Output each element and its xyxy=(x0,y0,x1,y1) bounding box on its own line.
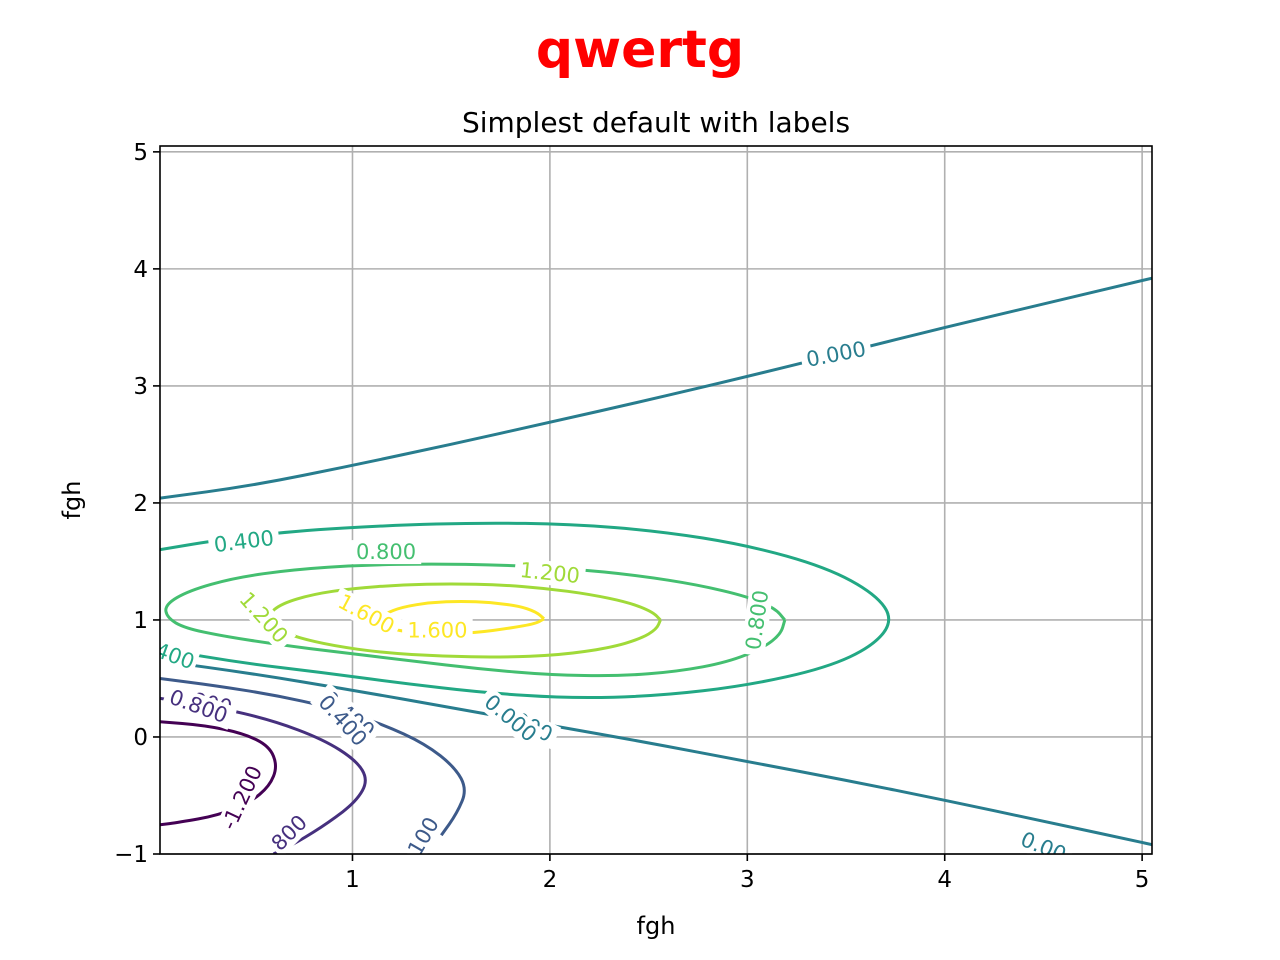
y-tick-label: 1 xyxy=(133,608,148,634)
contour-label-text: 1.600 xyxy=(334,589,398,638)
contour-label: 1.200 xyxy=(513,557,587,589)
x-tick-label: 1 xyxy=(345,867,360,893)
contour-label: 0.400 xyxy=(207,525,281,558)
contour-label-gap xyxy=(799,335,873,373)
contour-label: 800 xyxy=(264,808,314,854)
contour-label: 0.800 xyxy=(740,583,774,657)
y-tick-label: 3 xyxy=(133,374,148,400)
contour-label-text: 0.400 xyxy=(213,526,276,557)
contour-label-gap xyxy=(513,557,587,589)
contour-line xyxy=(164,562,787,678)
contour-label-gap xyxy=(161,683,236,730)
contour-label-text: 1.200 xyxy=(519,558,581,588)
contour-line xyxy=(268,582,662,659)
x-tick-label: 5 xyxy=(1135,867,1150,893)
contour-label-gap xyxy=(402,618,473,643)
contour-line xyxy=(160,521,891,700)
x-tick-label: 4 xyxy=(937,867,952,893)
contour-label-text: -1.200 xyxy=(217,762,267,834)
x-tick-label: 3 xyxy=(740,867,755,893)
contour-label: 1.600 xyxy=(329,586,404,642)
y-tick-label: −1 xyxy=(114,842,148,868)
plot-frame xyxy=(159,145,1153,855)
contour-label-gap xyxy=(1012,825,1075,854)
contour-label: 1.600 xyxy=(402,618,473,643)
contour-label: 0.00 xyxy=(1012,825,1075,867)
y-tick-label: 4 xyxy=(133,257,148,283)
y-tick-label: 5 xyxy=(133,140,148,166)
contour-label-gap xyxy=(207,525,281,558)
contour-label-gap xyxy=(213,755,271,841)
contour-line xyxy=(160,659,1152,847)
y-axis-label: fgh xyxy=(58,481,86,520)
contour-label-gap xyxy=(329,586,404,642)
figure-suptitle: qwertg xyxy=(536,20,744,80)
contour-line xyxy=(160,276,1152,500)
contour-label-text: 0.00 xyxy=(1017,827,1069,867)
contour-label-gap xyxy=(350,540,422,565)
y-tick-label: 0 xyxy=(133,725,148,751)
x-tick-label: 2 xyxy=(543,867,558,893)
contour-label: 400 xyxy=(152,637,201,676)
contour-label: 0.000 xyxy=(799,335,873,373)
axes-title: Simplest default with labels xyxy=(462,106,850,139)
contour-label-gap xyxy=(160,637,201,676)
contour-label-gap xyxy=(740,583,774,657)
contour-label-text: 1.600 xyxy=(407,619,467,643)
contour-label-gap xyxy=(231,583,297,652)
contour-label-gap xyxy=(310,686,376,755)
y-tick-label: 2 xyxy=(133,491,148,517)
contour-label-text: 400 xyxy=(152,638,198,674)
contour-label: 0.800 xyxy=(350,540,422,565)
contour-label-gap xyxy=(401,810,446,854)
contour-line xyxy=(160,677,466,837)
contour-label-gap xyxy=(475,686,546,751)
contour-lines xyxy=(160,276,1152,854)
contour-label-text: 0.000 xyxy=(804,337,868,372)
axis-ticks: 1 2 3 4 5 −1 0 1 2 3 4 5 xyxy=(114,140,1149,893)
x-axis-label: fgh xyxy=(637,912,676,940)
grid-lines xyxy=(160,146,1152,855)
contour-label: -1.200 xyxy=(213,755,271,841)
contour-label-text: 0.800 xyxy=(356,540,416,564)
contour-line xyxy=(160,720,277,827)
contour-label-gap xyxy=(264,808,314,854)
